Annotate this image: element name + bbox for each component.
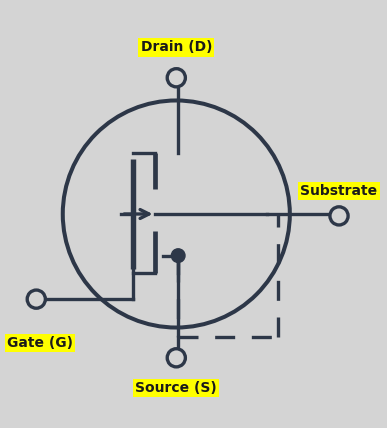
Circle shape xyxy=(167,349,185,367)
Text: Source (S): Source (S) xyxy=(135,381,217,395)
Circle shape xyxy=(167,68,185,87)
Circle shape xyxy=(171,249,185,262)
Text: Drain (D): Drain (D) xyxy=(140,41,212,54)
Text: Gate (G): Gate (G) xyxy=(7,336,73,350)
Text: Substrate: Substrate xyxy=(300,184,378,198)
Circle shape xyxy=(27,290,45,308)
Circle shape xyxy=(330,207,348,225)
